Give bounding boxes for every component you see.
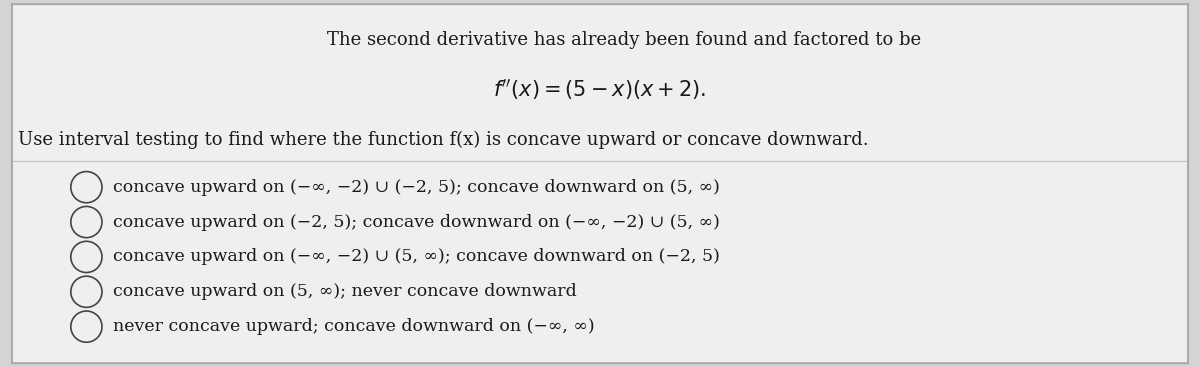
Text: concave upward on (5, ∞); never concave downward: concave upward on (5, ∞); never concave …: [113, 283, 576, 300]
FancyBboxPatch shape: [12, 4, 1188, 363]
Text: Use interval testing to find where the function f(x) is concave upward or concav: Use interval testing to find where the f…: [18, 130, 869, 149]
Text: The second derivative has already been found and factored to be: The second derivative has already been f…: [326, 31, 922, 49]
Text: concave upward on (−∞, −2) ∪ (5, ∞); concave downward on (−2, 5): concave upward on (−∞, −2) ∪ (5, ∞); con…: [113, 248, 720, 265]
Text: concave upward on (−2, 5); concave downward on (−∞, −2) ∪ (5, ∞): concave upward on (−2, 5); concave downw…: [113, 214, 720, 230]
Text: never concave upward; concave downward on (−∞, ∞): never concave upward; concave downward o…: [113, 318, 594, 335]
Text: $f''(x) = (5-x)(x+2).$: $f''(x) = (5-x)(x+2).$: [493, 77, 707, 102]
Text: concave upward on (−∞, −2) ∪ (−2, 5); concave downward on (5, ∞): concave upward on (−∞, −2) ∪ (−2, 5); co…: [113, 179, 720, 196]
